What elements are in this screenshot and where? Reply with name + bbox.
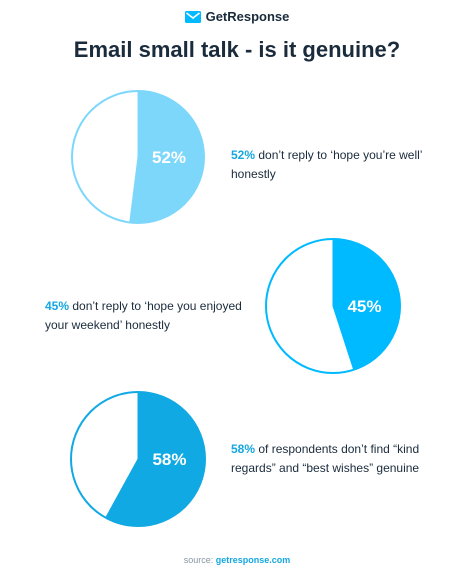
stat-percent: 52% (231, 148, 256, 162)
stat-text-2: 45% don’t reply to ‘hope you enjoyed you… (45, 297, 250, 335)
pie-chart-reply-weekend: 45% (265, 238, 401, 374)
stat-description: don’t reply to ‘hope you’re well’ honest… (231, 148, 423, 181)
stat-text-3: 58% of respondents don’t find “kind rega… (231, 440, 421, 478)
pie-chart-reply-hope-well: 52% (71, 90, 205, 224)
pie-slice (129, 90, 205, 224)
stat-description: of respondents don’t find “kind regards”… (231, 442, 420, 475)
pie-slice (332, 238, 401, 371)
envelope-icon (184, 10, 201, 23)
brand-logo: GetResponse (0, 9, 474, 24)
pie-percent-label: 52% (152, 148, 186, 167)
stat-text-1: 52% don’t reply to ‘hope you’re well’ ho… (231, 146, 431, 184)
source-prefix: source: (183, 555, 216, 565)
source-note: source: getresponse.com (0, 555, 474, 565)
brand-name: GetResponse (205, 9, 290, 24)
stat-description: don’t reply to ‘hope you enjoyed your we… (45, 299, 242, 332)
pie-slice (105, 391, 206, 527)
pie-percent-label: 45% (347, 297, 381, 316)
pie-chart-kind-regards: 58% (70, 391, 206, 527)
page-title: Email small talk - is it genuine? (73, 37, 401, 62)
source-link[interactable]: getresponse.com (215, 555, 291, 565)
stat-percent: 58% (231, 442, 256, 456)
pie-percent-label: 58% (152, 450, 186, 469)
stat-percent: 45% (45, 299, 70, 313)
